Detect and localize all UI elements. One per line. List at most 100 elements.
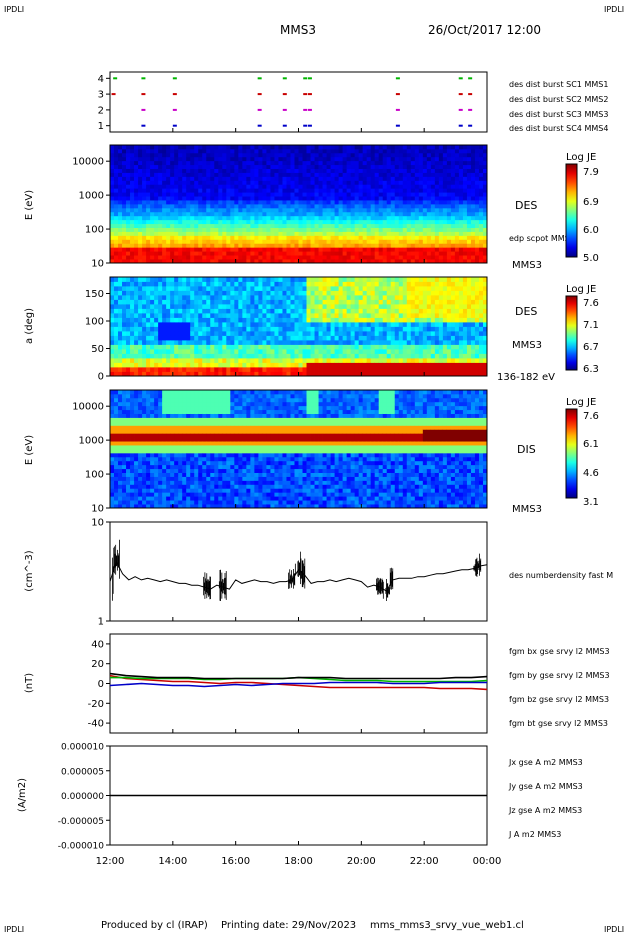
des-energy-cells-cell (366, 255, 372, 260)
des-energy-cells-cell (394, 156, 400, 162)
des-energy-cells-cell (130, 243, 135, 248)
des-energy-cells-cell (170, 200, 175, 205)
des-pitch-cells-cell (314, 286, 319, 291)
des-energy-cells-cell (406, 176, 412, 181)
des-energy-cells-cell (222, 259, 227, 264)
des-energy-cells-cell (414, 204, 420, 209)
des-pitch-cells-cell (258, 317, 263, 323)
des-energy-cells-cell (458, 168, 464, 173)
des-energy-cells-cell (402, 176, 408, 181)
des-pitch-cells-cell (190, 308, 195, 314)
des-pitch-cells-cell (202, 299, 207, 305)
des-pitch-cells-cell (342, 326, 348, 332)
des-energy-cells-cell (154, 207, 159, 213)
des-pitch-cells-cell (374, 353, 380, 359)
des-pitch-cells-cell (454, 286, 460, 291)
des-pitch-cells-cell (358, 326, 364, 332)
des-pitch-cells-cell (462, 362, 468, 368)
des-energy-cells-cell (446, 211, 452, 217)
des-pitch-cells-cell (190, 344, 195, 350)
des-energy-cells-cell (154, 247, 159, 252)
des-pitch-cells-cell (338, 340, 344, 345)
des-energy-cells-cell (130, 184, 135, 189)
des-energy-cells-cell (134, 156, 139, 162)
des-energy-cells-cell (474, 247, 480, 252)
des-pitch-cells-cell (294, 331, 299, 336)
des-pitch-cells-cell (282, 331, 287, 336)
des-energy-cells-cell (254, 168, 259, 173)
des-pitch-cells-cell (402, 326, 408, 332)
des-pitch-cells-cell (442, 335, 448, 341)
des-energy-cells-cell (342, 219, 348, 225)
des-energy-cells-cell (150, 145, 155, 150)
des-energy-cells-cell (330, 145, 335, 150)
des-pitch-cells-cell (234, 281, 239, 287)
des-pitch-cells-cell (218, 344, 223, 350)
des-energy-cells-cell (342, 164, 348, 169)
des-pitch-cells-cell (338, 367, 344, 372)
des-energy-cells-cell (130, 231, 135, 236)
des-pitch-cells-cell (130, 349, 135, 354)
des-pitch-cells-cell (162, 362, 167, 368)
des-energy-cells-cell (302, 259, 307, 264)
des-energy-cells-cell (362, 168, 368, 173)
des-pitch-cells-cell (110, 313, 115, 318)
des-pitch-cells-cell (366, 290, 372, 296)
des-energy-cells-cell (402, 235, 408, 240)
des-energy-cells-cell (194, 207, 199, 213)
des-pitch-cells-cell (394, 295, 400, 300)
des-energy-cells-cell (246, 168, 251, 173)
des-energy-cells-cell (358, 172, 364, 177)
des-energy-cells-cell (226, 247, 231, 252)
des-energy-cells-cell (390, 172, 396, 177)
des-pitch-cells-cell (438, 317, 444, 323)
des-pitch-cells-cell (230, 286, 235, 291)
des-pitch-cells-cell (222, 313, 227, 318)
des-energy-cells-cell (226, 196, 231, 201)
des-energy-cells-cell (234, 176, 239, 181)
des-energy-cells-cell (334, 219, 340, 225)
des-energy-cells-cell (170, 223, 175, 228)
des-pitch-cells-cell (206, 353, 211, 359)
des-energy-cells-cell (198, 200, 203, 205)
des-energy-cells-cell (374, 172, 380, 177)
des-energy-cells-cell (218, 176, 223, 181)
des-energy-cells-cell (206, 251, 211, 256)
des-energy-cells-cell (174, 227, 179, 232)
des-pitch-cells-cell (410, 367, 416, 372)
des-pitch-cells-cell (186, 317, 191, 323)
des-pitch-cells-cell (230, 371, 235, 377)
des-energy-cells-cell (142, 152, 147, 158)
des-energy-cells-cell (298, 164, 303, 169)
des-pitch-cells-cell (238, 322, 243, 327)
des-energy-cells-cell (458, 200, 464, 205)
des-pitch-cells-cell (286, 281, 291, 287)
des-pitch-cells-cell (450, 281, 456, 287)
des-energy-cells-cell (226, 192, 231, 197)
des-energy-cells-cell (210, 152, 215, 158)
des-energy-cells-cell (294, 188, 299, 193)
des-pitch-cells-cell (462, 349, 468, 354)
des-pitch-cells-cell (182, 349, 187, 354)
des-pitch-cells-cell (118, 353, 123, 359)
des-energy-cells-cell (194, 196, 199, 201)
des-pitch-cells-cell (122, 349, 127, 354)
des-energy-cells-cell (310, 243, 315, 248)
des-pitch-cells-cell (330, 331, 335, 336)
des-pitch-cells-cell (414, 277, 420, 282)
des-pitch-cells-cell (414, 358, 420, 363)
des-energy-cells-cell (170, 204, 175, 209)
des-pitch-cells-cell (150, 313, 155, 318)
des-energy-cells-cell (186, 243, 191, 248)
des-energy-cells-cell (234, 211, 239, 217)
des-pitch-cells-cell (142, 358, 147, 363)
des-energy-cells-cell (450, 192, 456, 197)
des-energy-cells-cell (458, 164, 464, 169)
des-pitch-cells-cell (398, 295, 404, 300)
des-pitch-cells-cell (226, 308, 231, 314)
des-energy-cells-cell (222, 188, 227, 193)
des-pitch-cells-cell (142, 317, 147, 323)
des-pitch-cells-cell (198, 317, 203, 323)
des-pitch-cells-cell (142, 299, 147, 305)
des-energy-cells-cell (298, 204, 303, 209)
